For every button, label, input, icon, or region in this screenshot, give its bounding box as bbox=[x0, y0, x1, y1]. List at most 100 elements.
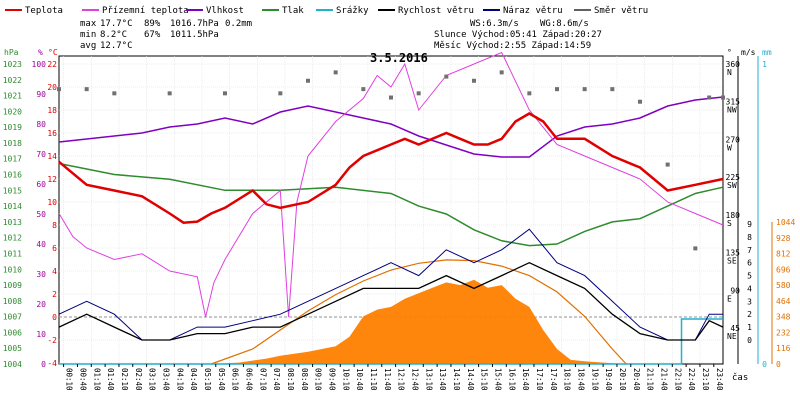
x-tick-label: 15:10 bbox=[480, 368, 489, 391]
wm2-tick-label: 812 bbox=[776, 250, 791, 259]
x-tick-label: 10:40 bbox=[355, 368, 364, 391]
x-tick-label: 17:10 bbox=[535, 368, 544, 391]
wind-dir-point bbox=[167, 91, 172, 96]
x-tick-label: 08:10 bbox=[286, 368, 295, 391]
dir-tick-label: W bbox=[727, 143, 732, 152]
stats-moon: Měsíc Východ:2:55 Západ:14:59 bbox=[434, 41, 591, 51]
x-tick-label: 02:40 bbox=[134, 368, 143, 391]
temperature-line bbox=[58, 112, 724, 224]
ms-tick-label: 0 bbox=[747, 336, 752, 345]
humidity-line bbox=[58, 96, 724, 158]
wind-dir-point bbox=[389, 95, 393, 100]
hpa-tick-label: 1016 bbox=[3, 171, 22, 180]
x-tick-label: 20:10 bbox=[618, 368, 627, 391]
rain-line bbox=[59, 318, 723, 365]
stats-max-press: 1016.7hPa bbox=[170, 19, 219, 29]
wind-dir-point bbox=[333, 70, 338, 75]
hpa-tick-label: 1013 bbox=[3, 218, 22, 227]
ms-tick-label: 2 bbox=[747, 310, 752, 319]
wm2-tick-label: 232 bbox=[776, 328, 791, 337]
dir-tick-label: SE bbox=[727, 257, 737, 266]
x-axis-label: čas bbox=[732, 372, 748, 383]
ms-tick-label: 9 bbox=[747, 220, 752, 229]
pct-tick-label: 70 bbox=[36, 150, 46, 159]
wind-dir-point bbox=[278, 91, 283, 96]
stats-max-rain: 0.2mm bbox=[225, 19, 252, 29]
axis-unit-label: m/s bbox=[741, 48, 756, 57]
legend-prizemni: Přízemní teplota bbox=[102, 6, 189, 16]
temp-tick-label: 2 bbox=[52, 290, 57, 299]
pct-tick-label: 30 bbox=[36, 270, 46, 279]
legend-srazky: Srážky bbox=[336, 6, 369, 16]
hpa-tick-label: 1007 bbox=[3, 313, 22, 322]
ms-tick-label: 5 bbox=[747, 272, 752, 281]
wind-dir-point bbox=[361, 87, 366, 92]
x-tick-label: 13:10 bbox=[424, 368, 433, 391]
dir-tick-label: SW bbox=[727, 181, 737, 190]
x-tick-label: 07:10 bbox=[258, 368, 267, 391]
pressure-line bbox=[58, 162, 724, 247]
hpa-tick-label: 1020 bbox=[3, 107, 22, 116]
pct-tick-label: 50 bbox=[36, 210, 46, 219]
x-tick-label: 16:40 bbox=[521, 368, 530, 391]
wind-dir-point bbox=[444, 74, 449, 79]
wind-dir-point bbox=[306, 78, 310, 83]
x-tick-label: 15:40 bbox=[493, 368, 502, 391]
hpa-tick-label: 1012 bbox=[3, 234, 22, 243]
x-tick-label: 22:10 bbox=[673, 368, 682, 391]
x-tick-label: 02:10 bbox=[120, 368, 129, 391]
temp-tick-label: 14 bbox=[47, 152, 57, 161]
x-tick-label: 10:10 bbox=[341, 368, 350, 391]
dir-tick-label: E bbox=[727, 294, 732, 303]
dir-tick-label: N bbox=[727, 68, 732, 77]
wm2-tick-label: 464 bbox=[776, 297, 791, 306]
pct-tick-label: 20 bbox=[36, 300, 46, 309]
wind-dir-point bbox=[707, 95, 712, 100]
solar-measured-area bbox=[211, 279, 627, 364]
hpa-tick-label: 1011 bbox=[3, 249, 22, 258]
wind-dir-point bbox=[84, 87, 89, 92]
x-tick-label: 01:40 bbox=[106, 368, 115, 391]
hpa-tick-label: 1023 bbox=[3, 60, 22, 69]
stats-min-temp: 8.2°C bbox=[100, 30, 127, 40]
legend-vlhkost: Vlhkost bbox=[206, 6, 244, 16]
x-tick-label: 00:40 bbox=[78, 368, 87, 391]
hpa-tick-label: 1015 bbox=[3, 186, 22, 195]
hpa-tick-label: 1014 bbox=[3, 202, 22, 211]
x-tick-label: 09:40 bbox=[327, 368, 336, 391]
x-tick-label: 11:10 bbox=[369, 368, 378, 391]
axis-unit-label: °C bbox=[48, 48, 58, 57]
stats-min-label: min bbox=[80, 30, 96, 40]
x-tick-label: 04:10 bbox=[175, 368, 184, 391]
wind-dir-point bbox=[638, 99, 642, 104]
wm2-tick-label: 348 bbox=[776, 313, 791, 322]
x-tick-label: 18:10 bbox=[563, 368, 572, 391]
x-tick-label: 21:40 bbox=[659, 368, 668, 391]
deg-tick-label: 315 bbox=[726, 98, 741, 107]
hpa-tick-label: 1021 bbox=[3, 92, 22, 101]
pct-tick-label: 100 bbox=[32, 60, 47, 69]
hpa-tick-label: 1018 bbox=[3, 139, 22, 148]
x-tick-label: 05:10 bbox=[203, 368, 212, 391]
legend-teplota: Teplota bbox=[25, 6, 63, 16]
wind-dir-point bbox=[416, 91, 421, 96]
wm2-tick-label: 580 bbox=[776, 281, 791, 290]
temp-tick-label: -4 bbox=[47, 359, 57, 368]
hpa-tick-label: 1008 bbox=[3, 297, 22, 306]
x-tick-label: 08:40 bbox=[300, 368, 309, 391]
x-tick-label: 20:40 bbox=[632, 368, 641, 391]
ms-tick-label: 3 bbox=[747, 297, 752, 306]
x-tick-label: 06:10 bbox=[231, 368, 240, 391]
pct-tick-label: 60 bbox=[36, 180, 46, 189]
x-tick-label: 17:40 bbox=[549, 368, 558, 391]
stats-ws: WS:6.3m/s bbox=[470, 19, 519, 29]
series-layer bbox=[57, 51, 725, 365]
wind-dir-point bbox=[610, 87, 615, 92]
hpa-tick-label: 1004 bbox=[3, 360, 22, 369]
x-tick-label: 06:40 bbox=[244, 368, 253, 391]
ms-tick-label: 7 bbox=[747, 246, 752, 255]
temp-tick-label: 22 bbox=[47, 60, 57, 69]
ms-tick-label: 6 bbox=[747, 259, 752, 268]
temp-tick-label: 10 bbox=[47, 198, 57, 207]
x-tick-label: 04:40 bbox=[189, 368, 198, 391]
